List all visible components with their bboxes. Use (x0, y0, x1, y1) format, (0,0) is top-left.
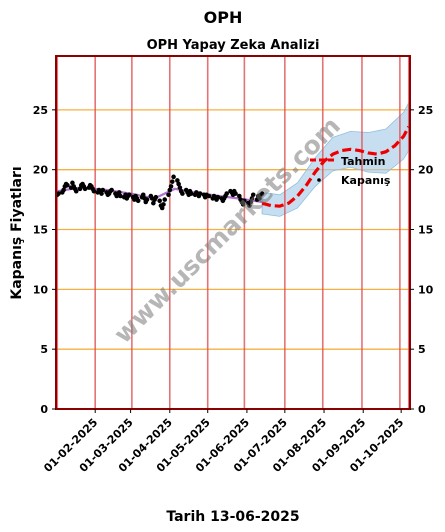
legend-close-label: Kapanış (341, 174, 391, 187)
close-point-16 (82, 186, 88, 192)
close-point-107 (247, 203, 252, 208)
close-point-100 (233, 191, 238, 196)
close-point-66 (171, 174, 176, 180)
close-point-81 (197, 191, 203, 196)
close-point-36 (118, 193, 123, 199)
y-axis-right-ticks: 0 5 10 15 20 25 (410, 104, 434, 416)
close-point-12 (77, 186, 83, 192)
close-point-105 (242, 198, 247, 204)
legend-forecast-label: Tahmin (341, 155, 385, 168)
close-point-59 (159, 205, 165, 211)
close-point-109 (249, 196, 255, 201)
x-axis-label: Tarih 13-06-2025 (166, 509, 299, 525)
chart-title: OPH (204, 8, 243, 27)
y-tick-right-label-25: 25 (418, 104, 433, 117)
legend-close-swatch (317, 178, 321, 182)
grid-lines (56, 109, 410, 350)
close-point-104 (240, 202, 246, 207)
close-point-64 (168, 184, 174, 189)
legend: Tahmin Kapanış (310, 155, 391, 187)
close-point-90 (215, 194, 221, 200)
close-point-57 (157, 198, 162, 204)
close-point-54 (151, 200, 156, 206)
close-point-8 (70, 180, 75, 186)
y-tick-left-label-10: 10 (33, 283, 49, 296)
y-tick-left-label-5: 5 (40, 343, 48, 356)
close-point-113 (257, 196, 262, 201)
y-tick-left-label-15: 15 (33, 224, 48, 237)
close-point-63 (167, 187, 173, 193)
close-point-46 (135, 198, 141, 204)
chart-subtitle: OPH Yapay Zeka Analizi (147, 38, 320, 53)
close-point-35 (116, 190, 122, 195)
close-point-1 (56, 191, 61, 196)
y-tick-right-label-10: 10 (418, 283, 434, 296)
close-point-115 (259, 191, 265, 196)
y-axis-label: Kapanış Fiyatları (9, 166, 25, 299)
y-axis-left-ticks: 0 5 10 15 20 25 (33, 104, 56, 416)
x-axis-ticks: 01-02-202501-03-202501-04-202501-05-2025… (41, 409, 406, 475)
close-point-25 (99, 191, 104, 196)
close-point-85 (206, 193, 212, 199)
close-point-110 (250, 192, 256, 198)
plot-frame (55, 55, 411, 410)
y-tick-right-label-15: 15 (418, 224, 433, 237)
close-point-65 (170, 179, 175, 184)
series-layer (54, 125, 411, 211)
close-point-26 (100, 187, 106, 193)
close-point-61 (162, 197, 168, 202)
close-point-62 (166, 192, 171, 198)
close-point-6 (65, 182, 70, 188)
forecast-line (261, 125, 411, 208)
y-tick-left-label-20: 20 (33, 164, 49, 177)
close-point-3 (61, 187, 66, 193)
close-point-11 (73, 188, 79, 194)
close-point-31 (109, 187, 114, 193)
close-point-51 (144, 197, 150, 202)
close-point-56 (153, 194, 159, 200)
close-point-67 (175, 178, 180, 183)
close-point-108 (248, 199, 253, 205)
close-point-95 (224, 191, 229, 196)
close-point-41 (127, 192, 132, 198)
y-tick-right-label-5: 5 (418, 343, 426, 356)
y-tick-right-label-0: 0 (418, 403, 426, 416)
close-point-21 (91, 188, 97, 194)
close-point-69 (177, 185, 183, 190)
vertical-marker-lines (55, 56, 410, 409)
close-point-71 (180, 191, 185, 196)
y-tick-left-label-0: 0 (40, 403, 48, 416)
close-point-101 (237, 193, 242, 199)
y-tick-right-label-20: 20 (418, 164, 434, 177)
close-point-68 (176, 181, 181, 187)
close-point-76 (188, 191, 194, 196)
y-tick-left-label-25: 25 (33, 104, 48, 117)
close-point-48 (140, 192, 146, 198)
close-point-60 (161, 202, 166, 207)
